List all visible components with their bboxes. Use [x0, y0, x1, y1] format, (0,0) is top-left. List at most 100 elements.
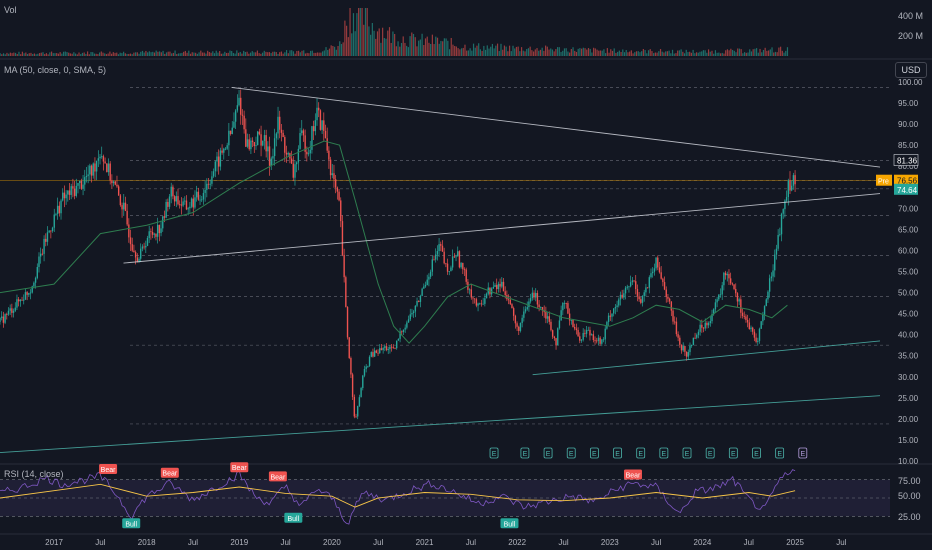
volume-bar [124, 53, 126, 56]
volume-bar [121, 53, 123, 56]
volume-bar [210, 52, 212, 56]
candle-body [318, 107, 320, 111]
volume-bar [85, 53, 87, 56]
premarket-price-box [894, 174, 918, 186]
candle-body [9, 308, 11, 311]
candle-body [433, 259, 435, 261]
candle-body [446, 263, 449, 272]
candle-body [24, 292, 27, 300]
volume-bar [131, 54, 133, 56]
rsi-signal-label: Bear [232, 465, 247, 472]
candle-body [690, 344, 693, 346]
candle-body [73, 188, 76, 196]
candle-body [790, 185, 793, 191]
candle-body [207, 183, 210, 185]
volume-bar [260, 53, 262, 56]
volume-bar [694, 53, 696, 56]
time-tick: Jul [836, 538, 846, 547]
candle-body [555, 338, 557, 346]
volume-bar [634, 52, 636, 56]
volume-bar [215, 50, 217, 56]
volume-bar [766, 50, 768, 56]
candle-body [426, 279, 428, 285]
currency-button[interactable]: USD [895, 62, 927, 78]
volume-bar [469, 48, 471, 56]
volume-bar [418, 40, 420, 56]
volume-bar [74, 53, 77, 56]
candle-body [97, 158, 100, 161]
volume-bar [483, 45, 485, 56]
volume-bar [749, 49, 751, 56]
candle-body [733, 284, 735, 290]
earnings-marker-label: E [731, 451, 736, 458]
candle-body [146, 237, 149, 246]
candle-body [17, 299, 20, 302]
candle-body [587, 329, 589, 331]
volume-bar [193, 52, 195, 56]
volume-bar [160, 52, 162, 56]
volume-bar [0, 53, 1, 56]
candle-body [267, 146, 269, 152]
candle-body [4, 314, 6, 323]
candle-body [697, 331, 700, 335]
volume-bar [306, 52, 308, 56]
price-tick: 10.00 [898, 457, 919, 466]
candle-body [628, 286, 630, 288]
rsi-pane-label[interactable]: RSI (14, close) [4, 469, 64, 479]
candle-body [518, 326, 520, 331]
time-tick: 2019 [230, 538, 248, 547]
volume-bar [678, 50, 680, 56]
candle-body [762, 315, 764, 322]
candle-body [577, 330, 579, 337]
candle-body [689, 345, 691, 353]
candle-body [14, 307, 16, 311]
volume-bar [258, 53, 260, 56]
candle-body [499, 283, 501, 287]
candle-body [334, 179, 337, 188]
candle-body [331, 173, 333, 176]
candle-body [150, 231, 152, 233]
candle-body [312, 126, 315, 132]
volume-bar [567, 51, 569, 56]
candle-body [494, 285, 496, 287]
volume-bar [248, 53, 250, 56]
candle-body [23, 299, 25, 301]
candle-body [284, 137, 286, 153]
candle-body [597, 337, 600, 341]
price-tick: 100.00 [898, 78, 923, 87]
volume-bar [474, 47, 476, 56]
candle-body [89, 165, 91, 175]
volume-bar [334, 46, 336, 56]
volume-bar [287, 53, 289, 56]
candle-body [256, 131, 259, 146]
candle-body [224, 148, 227, 150]
volume-bar [54, 53, 56, 56]
volume-bar [237, 52, 240, 56]
rsi-tick-1: 50.00 [898, 491, 921, 501]
candle-body [579, 336, 581, 341]
volume-bar [750, 51, 753, 56]
candle-body [128, 224, 130, 238]
time-tick: 2018 [138, 538, 156, 547]
volume-bar [327, 49, 329, 56]
volume-bar [598, 50, 600, 56]
candle-body [326, 138, 328, 151]
volume-bar [659, 49, 662, 56]
candle-body [546, 316, 549, 319]
rsi-pane: Bear Bear Bear Bear Bear Bull Bull Bull [0, 462, 890, 529]
volume-bar [255, 52, 257, 56]
candle-body [441, 245, 444, 252]
volume-bar [229, 50, 231, 56]
candle-body [372, 352, 374, 357]
ma-indicator-label[interactable]: MA (50, close, 0, SMA, 5) [4, 65, 107, 75]
candle-body [299, 133, 301, 149]
volume-bar [618, 50, 620, 56]
candle-body [735, 289, 737, 294]
volume-bar [723, 53, 725, 56]
candle-body [34, 277, 37, 283]
earnings-marker [613, 447, 622, 459]
candle-body [407, 319, 410, 323]
candle-body [596, 340, 598, 342]
